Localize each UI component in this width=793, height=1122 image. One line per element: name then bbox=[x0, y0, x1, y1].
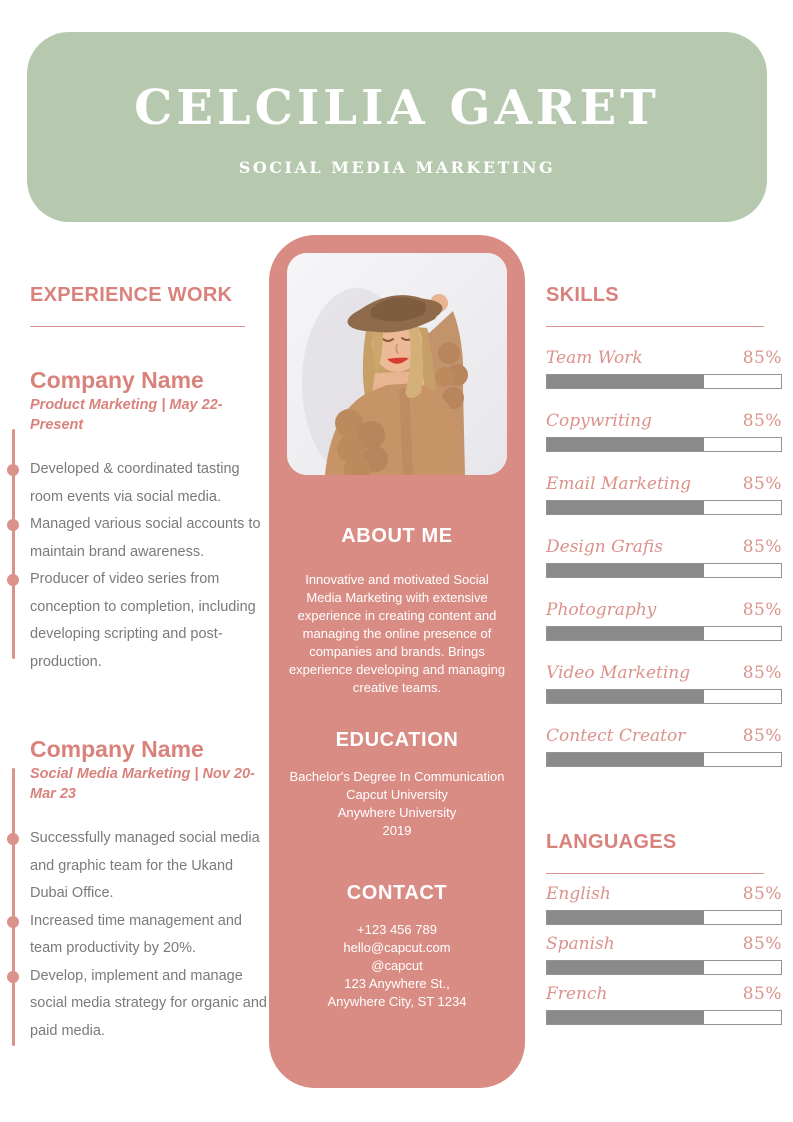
skill-percent: 85% bbox=[742, 600, 782, 620]
skill-bar-fill bbox=[547, 690, 704, 703]
skill-label: Contect Creator bbox=[546, 726, 686, 746]
skills-divider bbox=[546, 326, 764, 327]
language-label: English bbox=[546, 884, 611, 904]
experience-title: EXPERIENCE WORK bbox=[30, 284, 233, 306]
job-bullets: Successfully managed social media and gr… bbox=[7, 825, 268, 1046]
skill-bar-fill bbox=[547, 438, 704, 451]
skill-bar-fill bbox=[547, 753, 704, 766]
skill-row: Team Work 85% bbox=[546, 347, 782, 389]
language-percent: 85% bbox=[742, 984, 782, 1004]
skill-label: Video Marketing bbox=[546, 663, 691, 683]
language-bar bbox=[546, 910, 782, 925]
contact-line: +123 456 789 bbox=[357, 922, 437, 937]
education-line: Anywhere University bbox=[337, 805, 457, 820]
language-label: French bbox=[546, 984, 608, 1004]
skill-bar bbox=[546, 500, 782, 515]
job-entry: Company Name Product Marketing | May 22-… bbox=[7, 367, 269, 676]
language-bar bbox=[546, 1010, 782, 1025]
skill-percent: 85% bbox=[742, 726, 782, 746]
skill-percent: 85% bbox=[742, 411, 782, 431]
education-line: 2019 bbox=[382, 823, 412, 838]
education-line: Bachelor's Degree In Communication bbox=[289, 769, 505, 784]
about-title: ABOUT ME bbox=[341, 525, 453, 547]
skill-percent: 85% bbox=[742, 348, 782, 368]
languages-divider bbox=[546, 873, 764, 874]
portrait-illustration bbox=[287, 253, 507, 475]
skill-row: Photography 85% bbox=[546, 599, 782, 641]
language-bar bbox=[546, 960, 782, 975]
skill-bar-fill bbox=[547, 375, 704, 388]
skill-row: Email Marketing 85% bbox=[546, 473, 782, 515]
language-label: Spanish bbox=[546, 934, 615, 954]
skill-bar bbox=[546, 374, 782, 389]
job-list: Company Name Product Marketing | May 22-… bbox=[7, 367, 269, 1046]
skill-label: Email Marketing bbox=[546, 474, 692, 494]
contact-title: CONTACT bbox=[346, 882, 448, 904]
languages-title: LANGUAGES bbox=[546, 831, 677, 853]
language-percent: 85% bbox=[742, 884, 782, 904]
skill-label: Copywriting bbox=[546, 411, 652, 431]
person-name: CELCILIA GARET bbox=[134, 80, 660, 136]
education-line: Capcut University bbox=[346, 787, 448, 802]
skill-row: Video Marketing 85% bbox=[546, 662, 782, 704]
skill-bar bbox=[546, 437, 782, 452]
language-row: Spanish 85% bbox=[546, 933, 782, 975]
about-text: Innovative and motivated Social Media Ma… bbox=[288, 572, 506, 695]
contact-line: hello@capcut.com bbox=[343, 940, 451, 955]
experience-section: EXPERIENCE WORK Company Name Product Mar… bbox=[7, 284, 269, 1046]
job-bullet: Producer of video series from conception… bbox=[7, 566, 268, 676]
profile-photo bbox=[287, 253, 507, 475]
skill-percent: 85% bbox=[742, 537, 782, 557]
job-bullet: Increased time management and team produ… bbox=[7, 908, 268, 963]
contact-line: 123 Anywhere St., bbox=[344, 976, 450, 991]
skill-label: Design Grafis bbox=[546, 537, 663, 557]
languages-list: English 85% Spanish 85% bbox=[546, 883, 782, 1025]
profile-panel: ABOUT ME Innovative and motivated Social… bbox=[269, 235, 525, 1088]
language-bar-fill bbox=[547, 911, 704, 924]
skills-section: SKILLS Team Work 85% Copywriting bbox=[546, 284, 782, 1033]
education-lines: Bachelor's Degree In Communication Capcut… bbox=[269, 768, 525, 840]
experience-divider bbox=[30, 326, 245, 327]
skill-percent: 85% bbox=[742, 474, 782, 494]
person-role: SOCIAL MEDIA MARKETING bbox=[238, 158, 556, 177]
job-bullets: Developed & coordinated tasting room eve… bbox=[7, 456, 268, 676]
skill-label: Team Work bbox=[546, 348, 643, 368]
job-bullet: Developed & coordinated tasting room eve… bbox=[7, 456, 268, 511]
skill-label: Photography bbox=[546, 600, 657, 620]
language-row: English 85% bbox=[546, 883, 782, 925]
skill-bar bbox=[546, 752, 782, 767]
language-row: French 85% bbox=[546, 983, 782, 1025]
skill-row: Contect Creator 85% bbox=[546, 725, 782, 767]
contact-lines: +123 456 789 hello@capcut.com @capcut 123 A… bbox=[269, 921, 525, 1011]
skill-row: Copywriting 85% bbox=[546, 410, 782, 452]
skill-bar-fill bbox=[547, 564, 704, 577]
job-bullet: Managed various social accounts to maint… bbox=[7, 511, 268, 566]
header-banner: CELCILIA GARET SOCIAL MEDIA MARKETING bbox=[27, 32, 767, 222]
timeline-line bbox=[11, 768, 15, 1046]
job-meta: Product Marketing | May 22-Present bbox=[30, 397, 223, 433]
skill-bar bbox=[546, 626, 782, 641]
language-bar-fill bbox=[547, 1011, 704, 1024]
job-meta: Social Media Marketing | Nov 20-Mar 23 bbox=[30, 766, 255, 802]
skill-bar-fill bbox=[547, 627, 704, 640]
timeline-line bbox=[11, 429, 15, 659]
language-percent: 85% bbox=[742, 934, 782, 954]
job-bullet: Successfully managed social media and gr… bbox=[7, 825, 268, 908]
job-company: Company Name bbox=[30, 736, 204, 762]
job-entry: Company Name Social Media Marketing | No… bbox=[7, 736, 269, 1046]
skills-title: SKILLS bbox=[546, 284, 619, 306]
skill-bar-fill bbox=[547, 501, 704, 514]
education-title: EDUCATION bbox=[335, 729, 459, 751]
contact-line: @capcut bbox=[371, 958, 423, 973]
skill-row: Design Grafis 85% bbox=[546, 536, 782, 578]
skill-bar bbox=[546, 563, 782, 578]
skill-percent: 85% bbox=[742, 663, 782, 683]
skills-list: Team Work 85% Copywriting 85% bbox=[546, 347, 782, 767]
job-bullet: Develop, implement and manage social med… bbox=[7, 963, 268, 1046]
job-company: Company Name bbox=[30, 367, 204, 393]
skill-bar bbox=[546, 689, 782, 704]
language-bar-fill bbox=[547, 961, 704, 974]
contact-line: Anywhere City, ST 1234 bbox=[327, 994, 467, 1009]
